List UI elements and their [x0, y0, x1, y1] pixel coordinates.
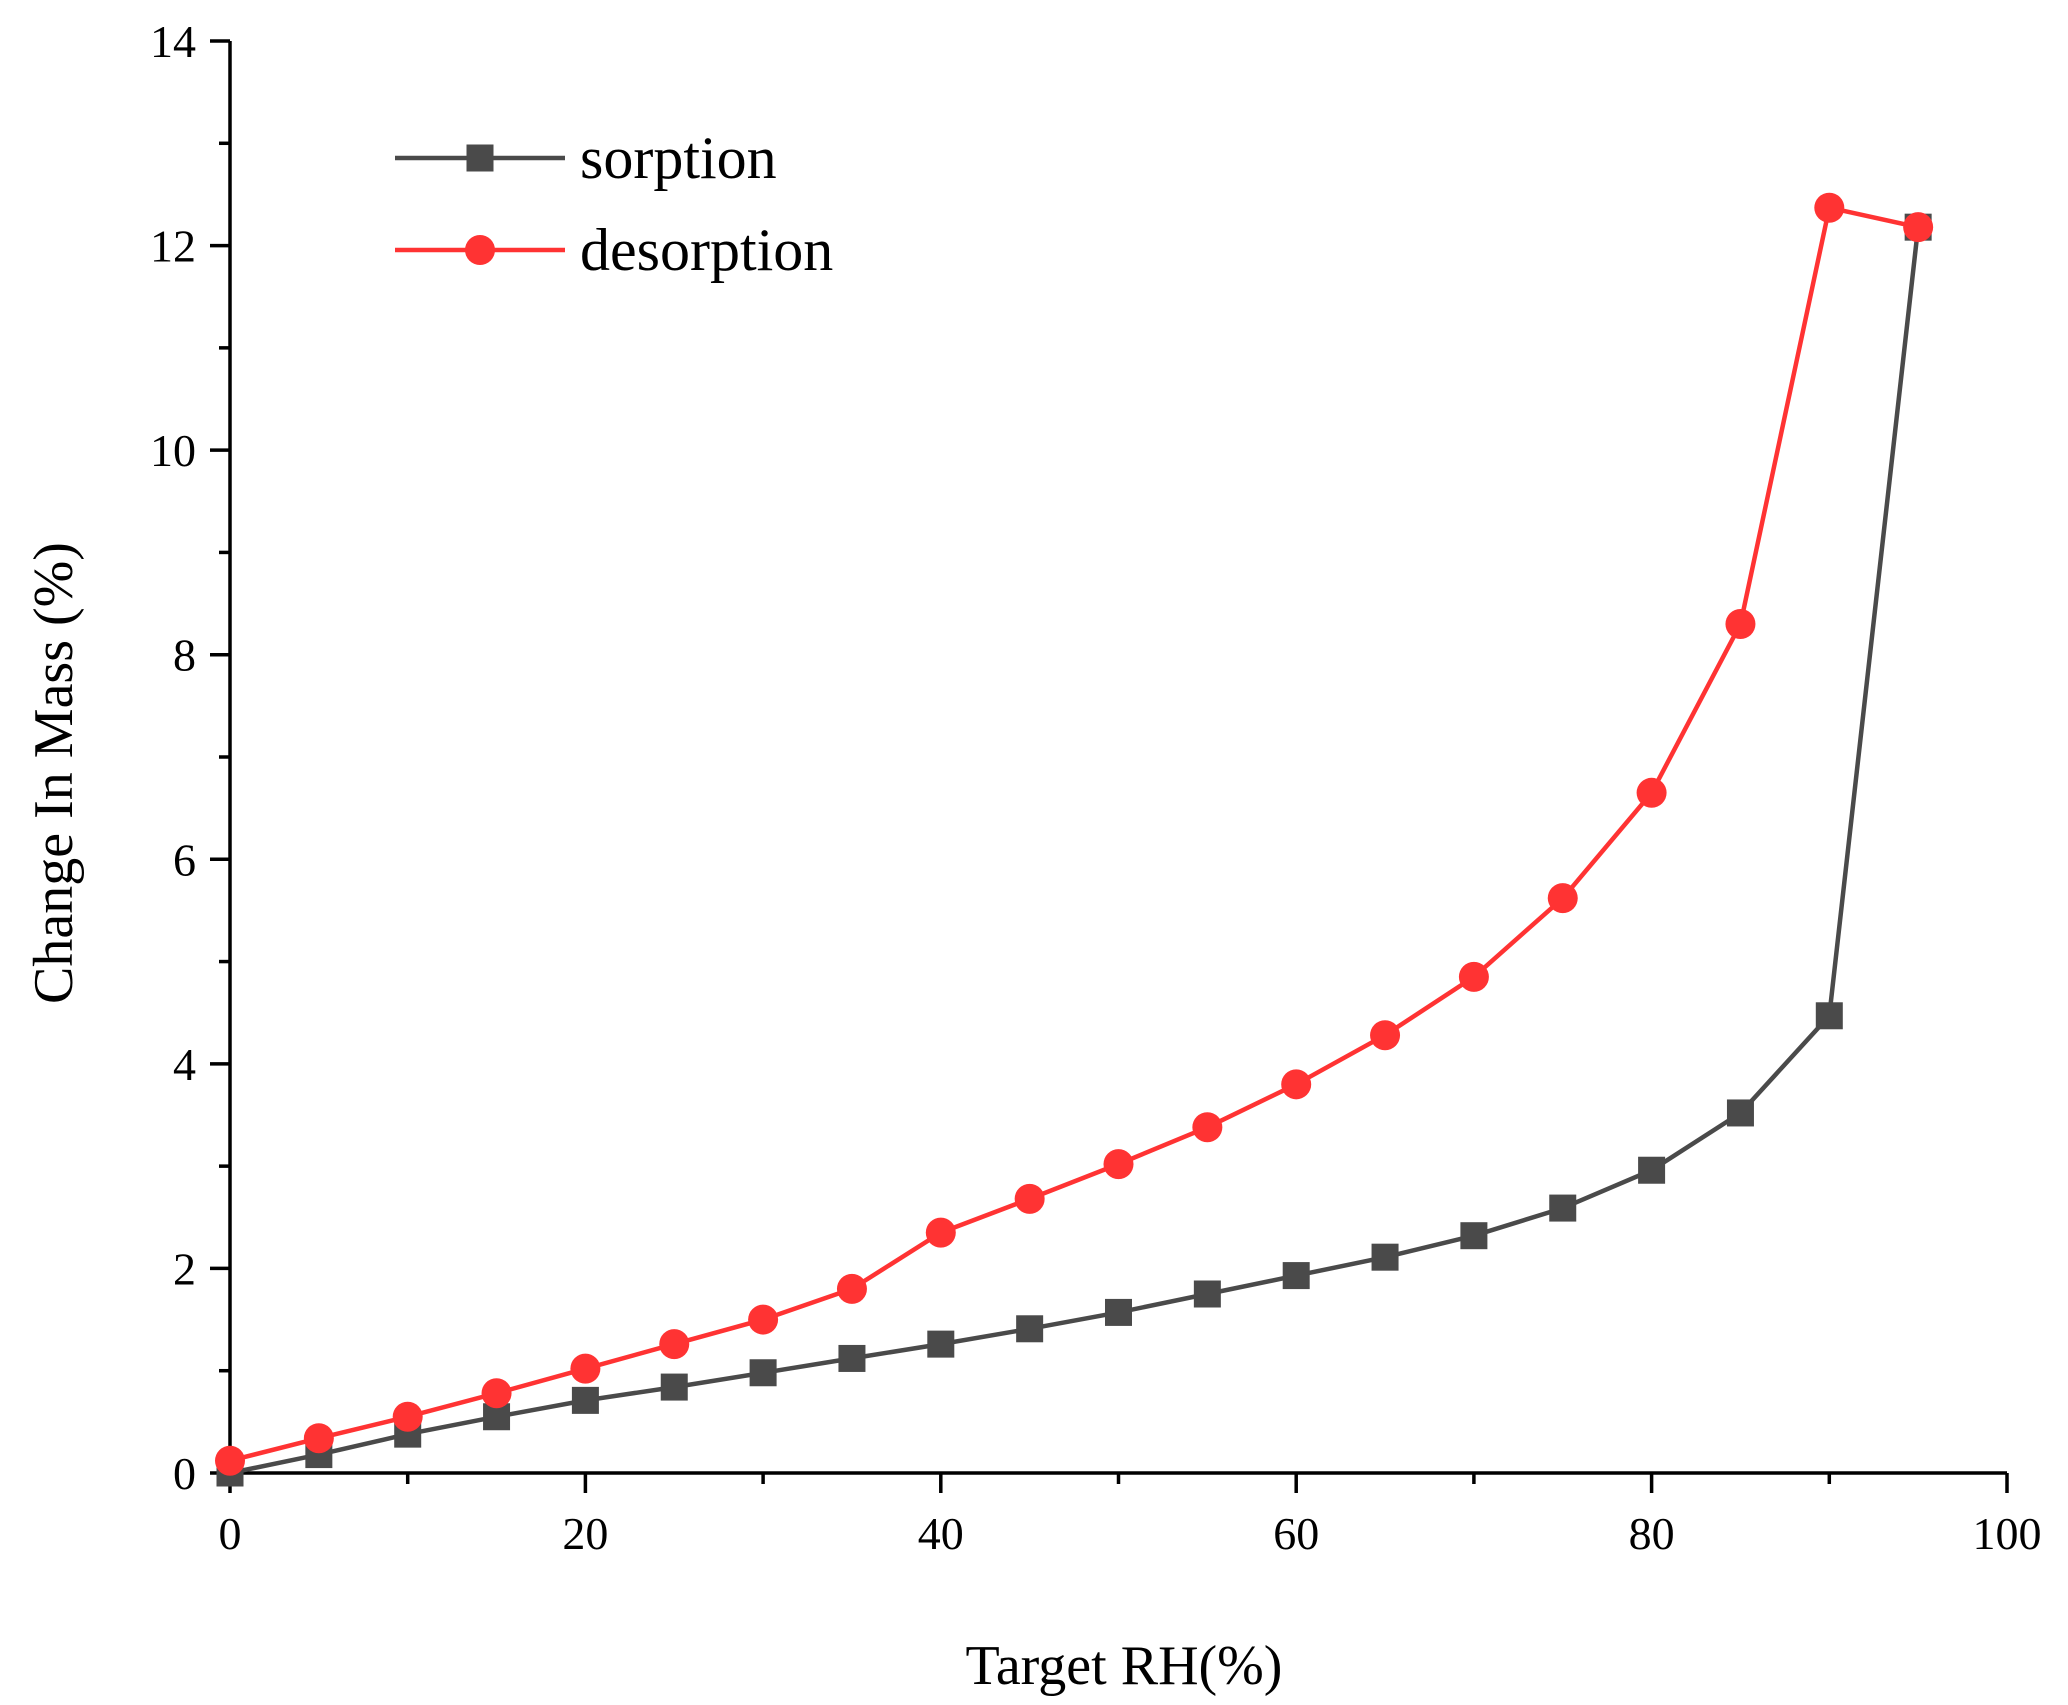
sorption-point	[1371, 1243, 1399, 1271]
desorption-point	[1014, 1183, 1045, 1214]
desorption-point	[925, 1217, 956, 1248]
desorption-line	[229, 205, 1919, 1463]
x-tick-label: 40	[918, 1508, 964, 1559]
x-tick-label: 60	[1273, 1508, 1319, 1559]
legend-item-desorption: desorption	[395, 217, 833, 283]
x-tick-label: 100	[1973, 1508, 2042, 1559]
y-tick-label: 6	[173, 834, 196, 885]
sorption-point	[1815, 1002, 1843, 1030]
y-tick-label: 12	[150, 221, 196, 272]
x-tick-label: 0	[219, 1508, 242, 1559]
sorption-point	[660, 1373, 688, 1401]
sorption-point	[838, 1344, 866, 1372]
desorption-point	[570, 1353, 601, 1384]
sorption-point	[1193, 1280, 1221, 1308]
x-tick-label: 20	[562, 1508, 608, 1559]
desorption-point	[1725, 609, 1756, 640]
legend-label-sorption: sorption	[580, 125, 777, 191]
desorption-point	[1547, 883, 1578, 914]
desorption-point	[1281, 1069, 1312, 1100]
sorption-point	[1016, 1315, 1044, 1343]
desorption-point	[392, 1401, 423, 1432]
desorption-point	[1903, 212, 1934, 243]
desorption-point	[1103, 1149, 1134, 1180]
y-tick-label: 0	[173, 1448, 196, 1499]
desorption-point	[303, 1423, 334, 1454]
desorption-point	[836, 1273, 867, 1304]
y-tick-label: 2	[173, 1243, 196, 1294]
series-desorption	[215, 192, 1934, 1476]
series-layer	[215, 192, 1934, 1487]
sorption-point	[927, 1330, 955, 1358]
sorption-point	[571, 1386, 599, 1414]
desorption-point	[1636, 777, 1667, 808]
desorption-point	[748, 1304, 779, 1335]
y-tick-label: 8	[173, 630, 196, 681]
y-tick-label: 4	[173, 1039, 196, 1090]
sorption-point	[1460, 1222, 1488, 1250]
sorption-point	[1105, 1298, 1132, 1326]
sorption-point	[749, 1359, 777, 1387]
desorption-point	[1370, 1020, 1401, 1051]
desorption-point	[215, 1445, 245, 1476]
desorption-point	[481, 1378, 512, 1409]
desorption-point	[1458, 961, 1489, 992]
y-axis-title: Change In Mass (%)	[23, 542, 85, 1004]
legend-item-sorption: sorption	[395, 125, 777, 191]
sorption-point	[1726, 1099, 1754, 1127]
desorption-point	[1192, 1112, 1223, 1143]
x-axis-title: Target RH(%)	[966, 1635, 1283, 1697]
y-tick-label: 14	[150, 16, 196, 67]
y-tick-label: 10	[150, 425, 196, 476]
legend: sorption desorption	[395, 125, 833, 283]
sorption-line	[229, 226, 1921, 1476]
sorption-point	[1638, 1156, 1666, 1184]
x-tick-label: 80	[1629, 1508, 1675, 1559]
sorption-point	[1282, 1262, 1310, 1290]
desorption-point	[1814, 192, 1845, 223]
axes: 0 20 40 60 80 100 0 2 4 6 8 10 12 14	[150, 16, 2042, 1559]
desorption-point	[659, 1329, 690, 1360]
legend-marker-sorption	[466, 144, 494, 172]
series-sorption	[216, 213, 1932, 1487]
legend-marker-desorption	[465, 235, 495, 265]
legend-label-desorption: desorption	[580, 217, 833, 283]
sorption-point	[1549, 1194, 1577, 1222]
